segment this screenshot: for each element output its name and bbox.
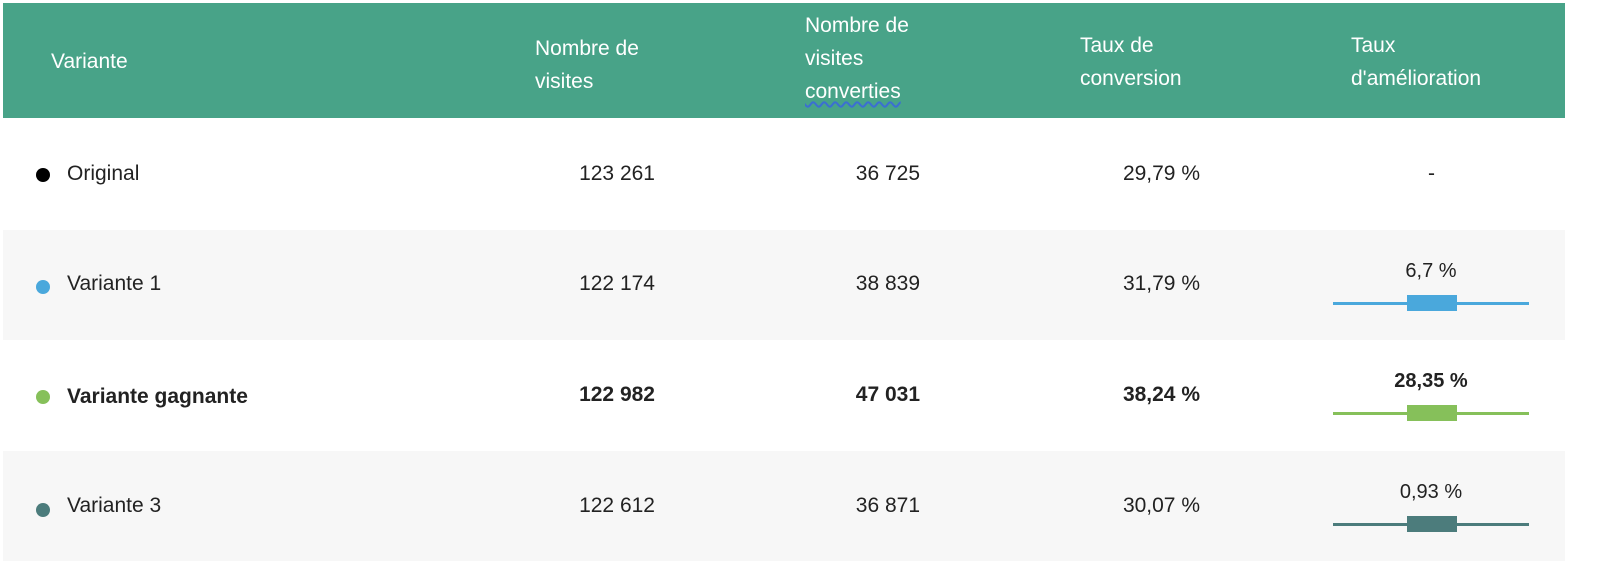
header-visites-converties: Nombre de visites converties <box>805 14 909 103</box>
variant-dot-icon <box>36 280 50 294</box>
confidence-bar <box>1333 516 1529 532</box>
amelioration-cell: 6,7 % <box>1333 260 1529 311</box>
taux-value: 38,24 % <box>1122 383 1200 406</box>
taux-value: 29,79 % <box>1122 162 1200 185</box>
variant-dot-icon <box>36 168 50 182</box>
header-visites: Nombre de visites <box>535 37 639 93</box>
header-taux-amelioration: Taux d'amélioration <box>1351 34 1482 90</box>
variant-name: Variante 3 <box>67 494 162 517</box>
converties-value: 47 031 <box>855 383 920 406</box>
confidence-bar <box>1333 295 1529 311</box>
visites-value: 122 174 <box>579 272 655 295</box>
visites-value: 122 612 <box>579 494 655 517</box>
table-header: Variante Nombre de visites Nombre de vis… <box>3 3 1565 118</box>
variant-name: Variante gagnante <box>67 385 248 408</box>
taux-value: 31,79 % <box>1122 272 1200 295</box>
variant-dot-icon <box>36 390 50 404</box>
table-row-variante-3: Variante 3 122 612 36 871 30,07 % 0,93 % <box>3 451 1565 561</box>
table-row-original: Original 123 261 36 725 29,79 % - <box>3 118 1565 228</box>
amelioration-cell: 0,93 % <box>1333 481 1529 532</box>
variant-name: Variante 1 <box>67 272 162 295</box>
header-variante: Variante <box>51 50 128 73</box>
variant-name: Original <box>67 162 140 185</box>
results-table: Variante Nombre de visites Nombre de vis… <box>3 3 1565 563</box>
amelioration-cell: 28,35 % <box>1333 370 1529 421</box>
converties-value: 36 725 <box>855 162 920 185</box>
amelioration-value: 0,93 % <box>1399 481 1463 503</box>
visites-value: 122 982 <box>579 383 655 406</box>
amelioration-value: 28,35 % <box>1394 370 1468 392</box>
table-row-variante-1: Variante 1 122 174 38 839 31,79 % 6,7 % <box>3 230 1565 340</box>
confidence-bar <box>1333 405 1529 421</box>
converties-value: 38 839 <box>855 272 920 295</box>
table-row-variante-gagnante: Variante gagnante 122 982 47 031 38,24 %… <box>3 340 1565 450</box>
converties-value: 36 871 <box>855 494 920 517</box>
taux-value: 30,07 % <box>1122 494 1200 517</box>
amelioration-value: - <box>1428 162 1435 185</box>
header-taux-conversion: Taux de conversion <box>1080 34 1182 90</box>
amelioration-value: 6,7 % <box>1405 260 1457 282</box>
visites-value: 123 261 <box>579 162 655 185</box>
variant-dot-icon <box>36 503 50 517</box>
